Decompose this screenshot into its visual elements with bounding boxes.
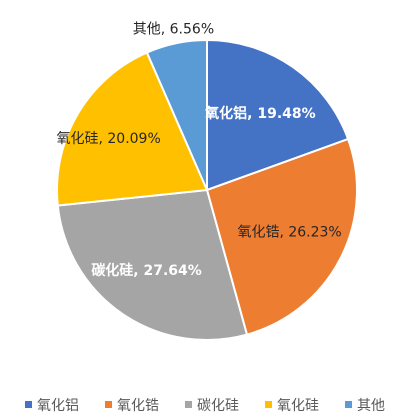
pie-slice-3	[56, 188, 249, 341]
legend-swatch-1	[25, 401, 32, 408]
legend-label-1: 氧化铝	[37, 398, 79, 414]
legend-swatch-5	[345, 401, 352, 408]
pie-slices	[56, 38, 358, 341]
slice-data-label-3: 碳化硅, 27.64%	[91, 262, 202, 279]
pie-slice-5	[145, 38, 208, 191]
slice-data-label-1: 氧化铝, 19.48%	[204, 105, 316, 122]
slice-data-label-5: 其他, 6.56%	[133, 21, 214, 37]
slice-data-label-2: 氧化锆, 26.23%	[237, 225, 341, 241]
legend-label-5: 其他	[357, 398, 385, 414]
legend-label-2: 氧化锆	[117, 398, 159, 414]
slice-data-label-4: 氧化硅, 20.09%	[56, 131, 160, 147]
pie-slice-1	[206, 38, 350, 192]
legend-swatch-4	[265, 401, 272, 408]
legend-swatch-2	[105, 401, 112, 408]
pie-slice-2	[205, 137, 358, 336]
pie-data-labels: 氧化铝, 19.48% 氧化锆, 26.23% 碳化硅, 27.64% 氧化硅, 20…	[56, 21, 341, 278]
legend-label-4: 氧化硅	[277, 398, 319, 414]
legend-label-3: 碳化硅	[197, 398, 239, 414]
legend-swatch-3	[185, 401, 192, 408]
pie-slice-4	[56, 51, 209, 207]
chart-legend: 氧化铝 氧化锆 碳化硅 氧化硅 其他	[25, 398, 385, 414]
